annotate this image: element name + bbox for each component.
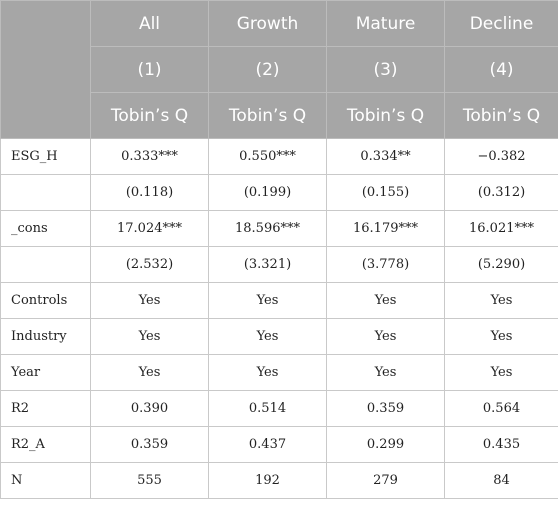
row-label: Controls bbox=[0, 282, 91, 319]
table-cell: (0.199) bbox=[208, 174, 327, 211]
row-label: ESG_H bbox=[0, 138, 91, 175]
table-cell: Yes bbox=[444, 282, 558, 319]
table-row: Year Yes Yes Yes Yes bbox=[0, 354, 558, 391]
table-row: Controls Yes Yes Yes Yes bbox=[0, 282, 558, 319]
regression-table: All Growth Mature Decline (1) (2) (3) (4… bbox=[0, 0, 558, 499]
header-group-growth: Growth bbox=[208, 0, 327, 47]
header-row-dependent: Tobin’s Q Tobin’s Q Tobin’s Q Tobin’s Q bbox=[1, 92, 558, 139]
table-cell: 17.024*** bbox=[90, 210, 209, 247]
row-label: _cons bbox=[0, 210, 91, 247]
table-cell: 0.564 bbox=[444, 390, 558, 427]
table-cell: Yes bbox=[90, 282, 209, 319]
header-number-2: (2) bbox=[208, 46, 327, 93]
table-cell: Yes bbox=[444, 318, 558, 355]
table-cell: Yes bbox=[208, 318, 327, 355]
table-row: (0.118) (0.199) (0.155) (0.312) bbox=[0, 174, 558, 211]
table-body: ESG_H 0.333*** 0.550*** 0.334** −0.382 (… bbox=[0, 138, 558, 499]
header-dependent-3: Tobin’s Q bbox=[326, 92, 445, 139]
table-cell: 0.390 bbox=[90, 390, 209, 427]
header-group-decline: Decline bbox=[444, 0, 558, 47]
table-row: R2_A 0.359 0.437 0.299 0.435 bbox=[0, 426, 558, 463]
table-cell: Yes bbox=[90, 354, 209, 391]
table-row: ESG_H 0.333*** 0.550*** 0.334** −0.382 bbox=[0, 138, 558, 175]
row-label: R2_A bbox=[0, 426, 91, 463]
table-cell: 18.596*** bbox=[208, 210, 327, 247]
table-cell: Yes bbox=[90, 318, 209, 355]
table-cell: (0.312) bbox=[444, 174, 558, 211]
header-number-1: (1) bbox=[90, 46, 209, 93]
table-cell: (3.321) bbox=[208, 246, 327, 283]
table-cell: 16.179*** bbox=[326, 210, 445, 247]
table-cell: 555 bbox=[90, 462, 209, 499]
table-row: _cons 17.024*** 18.596*** 16.179*** 16.0… bbox=[0, 210, 558, 247]
table-row: N 555 192 279 84 bbox=[0, 462, 558, 499]
row-label bbox=[0, 246, 91, 283]
header-number-4: (4) bbox=[444, 46, 558, 93]
table-cell: 0.359 bbox=[90, 426, 209, 463]
table-cell: (3.778) bbox=[326, 246, 445, 283]
table-cell: −0.382 bbox=[444, 138, 558, 175]
table-cell: 0.550*** bbox=[208, 138, 327, 175]
table-cell: 0.333*** bbox=[90, 138, 209, 175]
table-cell: Yes bbox=[208, 282, 327, 319]
table-cell: 0.334** bbox=[326, 138, 445, 175]
table-row: Industry Yes Yes Yes Yes bbox=[0, 318, 558, 355]
table-cell: (0.118) bbox=[90, 174, 209, 211]
row-label: N bbox=[0, 462, 91, 499]
table-cell: (0.155) bbox=[326, 174, 445, 211]
table-cell: (5.290) bbox=[444, 246, 558, 283]
table-header: All Growth Mature Decline (1) (2) (3) (4… bbox=[0, 0, 558, 139]
row-label: Year bbox=[0, 354, 91, 391]
table-cell: 0.435 bbox=[444, 426, 558, 463]
table-cell: 0.359 bbox=[326, 390, 445, 427]
table-cell: (2.532) bbox=[90, 246, 209, 283]
table-cell: 16.021*** bbox=[444, 210, 558, 247]
table-cell: 84 bbox=[444, 462, 558, 499]
table-cell: 192 bbox=[208, 462, 327, 499]
header-row-groups: All Growth Mature Decline bbox=[0, 0, 558, 139]
table-cell: Yes bbox=[444, 354, 558, 391]
header-row-numbers: (1) (2) (3) (4) bbox=[1, 46, 558, 93]
table-cell: 0.299 bbox=[326, 426, 445, 463]
table-row: (2.532) (3.321) (3.778) (5.290) bbox=[0, 246, 558, 283]
table-cell: Yes bbox=[326, 318, 445, 355]
table-cell: 0.437 bbox=[208, 426, 327, 463]
row-label: R2 bbox=[0, 390, 91, 427]
header-group-mature: Mature bbox=[326, 0, 445, 47]
header-dependent-2: Tobin’s Q bbox=[208, 92, 327, 139]
header-number-3: (3) bbox=[326, 46, 445, 93]
table-row: R2 0.390 0.514 0.359 0.564 bbox=[0, 390, 558, 427]
table-cell: Yes bbox=[326, 354, 445, 391]
header-group-all: All bbox=[90, 0, 209, 47]
row-label: Industry bbox=[0, 318, 91, 355]
header-corner-cell bbox=[0, 0, 91, 139]
table-cell: 0.514 bbox=[208, 390, 327, 427]
table-cell: Yes bbox=[326, 282, 445, 319]
table-cell: Yes bbox=[208, 354, 327, 391]
header-dependent-1: Tobin’s Q bbox=[90, 92, 209, 139]
header-dependent-4: Tobin’s Q bbox=[444, 92, 558, 139]
table-cell: 279 bbox=[326, 462, 445, 499]
row-label bbox=[0, 174, 91, 211]
